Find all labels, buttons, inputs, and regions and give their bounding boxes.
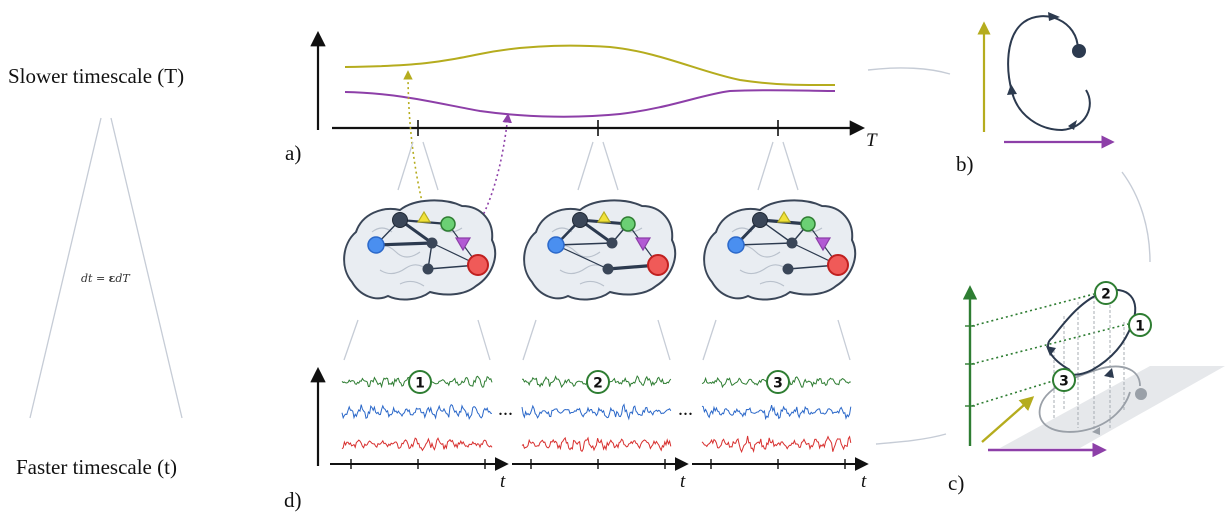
cycle-state-dot <box>1072 44 1086 58</box>
brain-network-3 <box>703 199 857 301</box>
panel-connectors <box>867 67 1151 445</box>
phase-marker-2: 2 <box>1094 281 1118 305</box>
node-purple-triangle <box>454 237 472 252</box>
brain-outline <box>343 199 497 301</box>
svg-text:1: 1 <box>1135 319 1145 335</box>
projected-state-dot <box>1135 388 1147 400</box>
svg-text:2: 2 <box>593 376 603 392</box>
panel-b-axes <box>977 21 1115 149</box>
timescale-relation: dt = εdT <box>81 272 130 285</box>
node-blue <box>367 236 385 254</box>
fast-axis-var-1: t <box>500 471 506 492</box>
ellipsis-1: ... <box>498 398 513 420</box>
node-yellow-triangle <box>416 210 432 223</box>
panel-label-d: d) <box>284 488 302 512</box>
epsilon-symbol: ε <box>108 272 116 285</box>
base-plane <box>1000 366 1225 448</box>
signal-blue-3 <box>701 404 852 421</box>
projected-arrow <box>1092 427 1100 435</box>
cycle-arrow-3 <box>1068 120 1077 130</box>
svg-text:2: 2 <box>1101 287 1111 303</box>
projected-cycle <box>1038 365 1141 433</box>
signal-red-1 <box>341 437 493 452</box>
slow-variable-yellow <box>344 44 836 87</box>
marker-2: 2 <box>586 370 610 394</box>
brain-outline <box>703 199 857 301</box>
node-dark-1 <box>392 212 408 228</box>
trajectory-arrow-2 <box>1104 368 1114 378</box>
zoom-guides-bottom <box>343 319 851 361</box>
cycle-arrow-1 <box>1048 12 1060 21</box>
phase-marker-1: 1 <box>1128 313 1152 337</box>
ellipsis-2: ... <box>678 398 693 420</box>
coupling-arrow-yellow <box>403 70 427 212</box>
panel-c-axes <box>962 285 1107 458</box>
node-dark-3 <box>422 263 434 275</box>
timescale-triangle <box>29 117 183 419</box>
phase-marker-3: 3 <box>1052 368 1076 392</box>
marker-1: 1 <box>408 370 432 394</box>
brain-network-1 <box>343 199 497 301</box>
signal-blue-2 <box>521 403 672 421</box>
svg-text:3: 3 <box>773 376 783 392</box>
limit-cycle <box>1007 15 1091 132</box>
level-dotted-lines <box>971 293 1129 407</box>
fast-timescale-label: Faster timescale (t) <box>16 455 177 479</box>
svg-text:1: 1 <box>415 376 425 392</box>
slow-axis-var: T <box>866 130 877 151</box>
node-green <box>440 216 456 232</box>
svg-text:3: 3 <box>1059 374 1069 390</box>
panel-label-b: b) <box>956 152 974 176</box>
panel-label-c: c) <box>948 471 965 495</box>
brain-network-2 <box>523 199 677 301</box>
trajectory-arrow-1 <box>1046 346 1056 356</box>
signal-red-2 <box>521 436 672 453</box>
cycle-arrow-2 <box>1007 84 1017 95</box>
panel-label-a: a) <box>285 141 302 165</box>
signal-red-3 <box>701 435 852 454</box>
signal-blue-1 <box>341 403 493 420</box>
fast-axis-var-3: t <box>861 471 867 492</box>
trajectory-3d <box>1047 289 1137 376</box>
zoom-guides-top <box>397 141 799 191</box>
panel-d-axes <box>310 366 869 471</box>
node-red <box>467 254 489 276</box>
slow-timescale-label: Slower timescale (T) <box>8 64 185 88</box>
marker-3: 3 <box>766 370 790 394</box>
fast-axis-var-2: t <box>680 471 686 492</box>
node-dark-2 <box>426 237 438 249</box>
slow-variable-purple <box>344 89 836 118</box>
brain-outline <box>523 199 677 301</box>
projection-drop-lines <box>1053 296 1125 432</box>
